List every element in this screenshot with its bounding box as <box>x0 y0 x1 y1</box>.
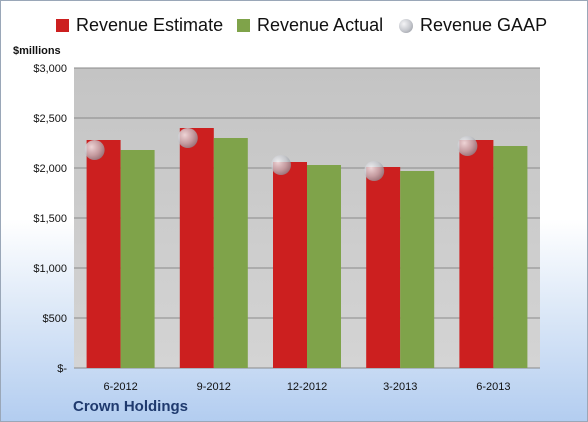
marker-revenue-gaap <box>271 155 291 175</box>
marker-revenue-gaap <box>84 140 105 160</box>
y-tick-label: $1,500 <box>33 213 67 225</box>
bar-revenue-estimate <box>273 162 307 368</box>
bars <box>86 128 528 368</box>
legend-item-gaap: Revenue GAAP <box>399 15 547 36</box>
legend-item-estimate: Revenue Estimate <box>56 15 223 36</box>
legend-item-actual: Revenue Actual <box>237 15 383 36</box>
bar-revenue-actual <box>120 150 155 368</box>
bar-revenue-estimate <box>179 128 214 368</box>
legend-label-gaap: Revenue GAAP <box>420 15 548 35</box>
legend-swatch-estimate <box>56 19 69 32</box>
legend-swatch-actual <box>237 19 250 32</box>
marker-revenue-gaap <box>457 136 478 156</box>
y-tick-label: $1,000 <box>33 263 67 275</box>
gaap-markers <box>84 128 478 181</box>
legend-label-actual: Revenue Actual <box>257 15 384 35</box>
x-tick-label: 6-2012 <box>103 381 137 393</box>
marker-revenue-gaap <box>177 128 198 148</box>
legend-marker-gaap <box>399 18 413 33</box>
x-tick-label: 3-2013 <box>383 381 417 393</box>
y-unit-label: $millions <box>13 45 61 57</box>
legend: Revenue Estimate Revenue Actual Revenue … <box>1 15 587 43</box>
bar-revenue-actual <box>400 171 435 368</box>
x-tick-label: 6-2013 <box>476 381 510 393</box>
company-name: Crown Holdings <box>73 398 188 415</box>
bar-revenue-actual <box>493 146 528 368</box>
y-tick-label: $3,000 <box>33 63 67 75</box>
legend-label-estimate: Revenue Estimate <box>76 15 224 35</box>
bar-revenue-estimate <box>86 140 121 368</box>
bar-revenue-estimate <box>366 167 401 368</box>
x-tick-label: 9-2012 <box>197 381 231 393</box>
y-tick-label: $2,500 <box>33 113 67 125</box>
bar-revenue-actual <box>213 138 248 368</box>
y-tick-label: $2,000 <box>33 163 67 175</box>
y-tick-label: $- <box>57 363 67 375</box>
marker-revenue-gaap <box>364 161 385 181</box>
bar-revenue-estimate <box>459 140 494 368</box>
x-tick-label: 12-2012 <box>287 381 327 393</box>
y-tick-label: $500 <box>43 313 67 325</box>
bar-revenue-actual <box>307 165 341 368</box>
x-axis-ticks: 6-2012 9-2012 12-2012 3-2013 6-2013 <box>103 381 510 393</box>
y-axis-ticks: $- $500 $1,000 $1,500 $2,000 $2,500 $3,000 <box>33 63 67 375</box>
